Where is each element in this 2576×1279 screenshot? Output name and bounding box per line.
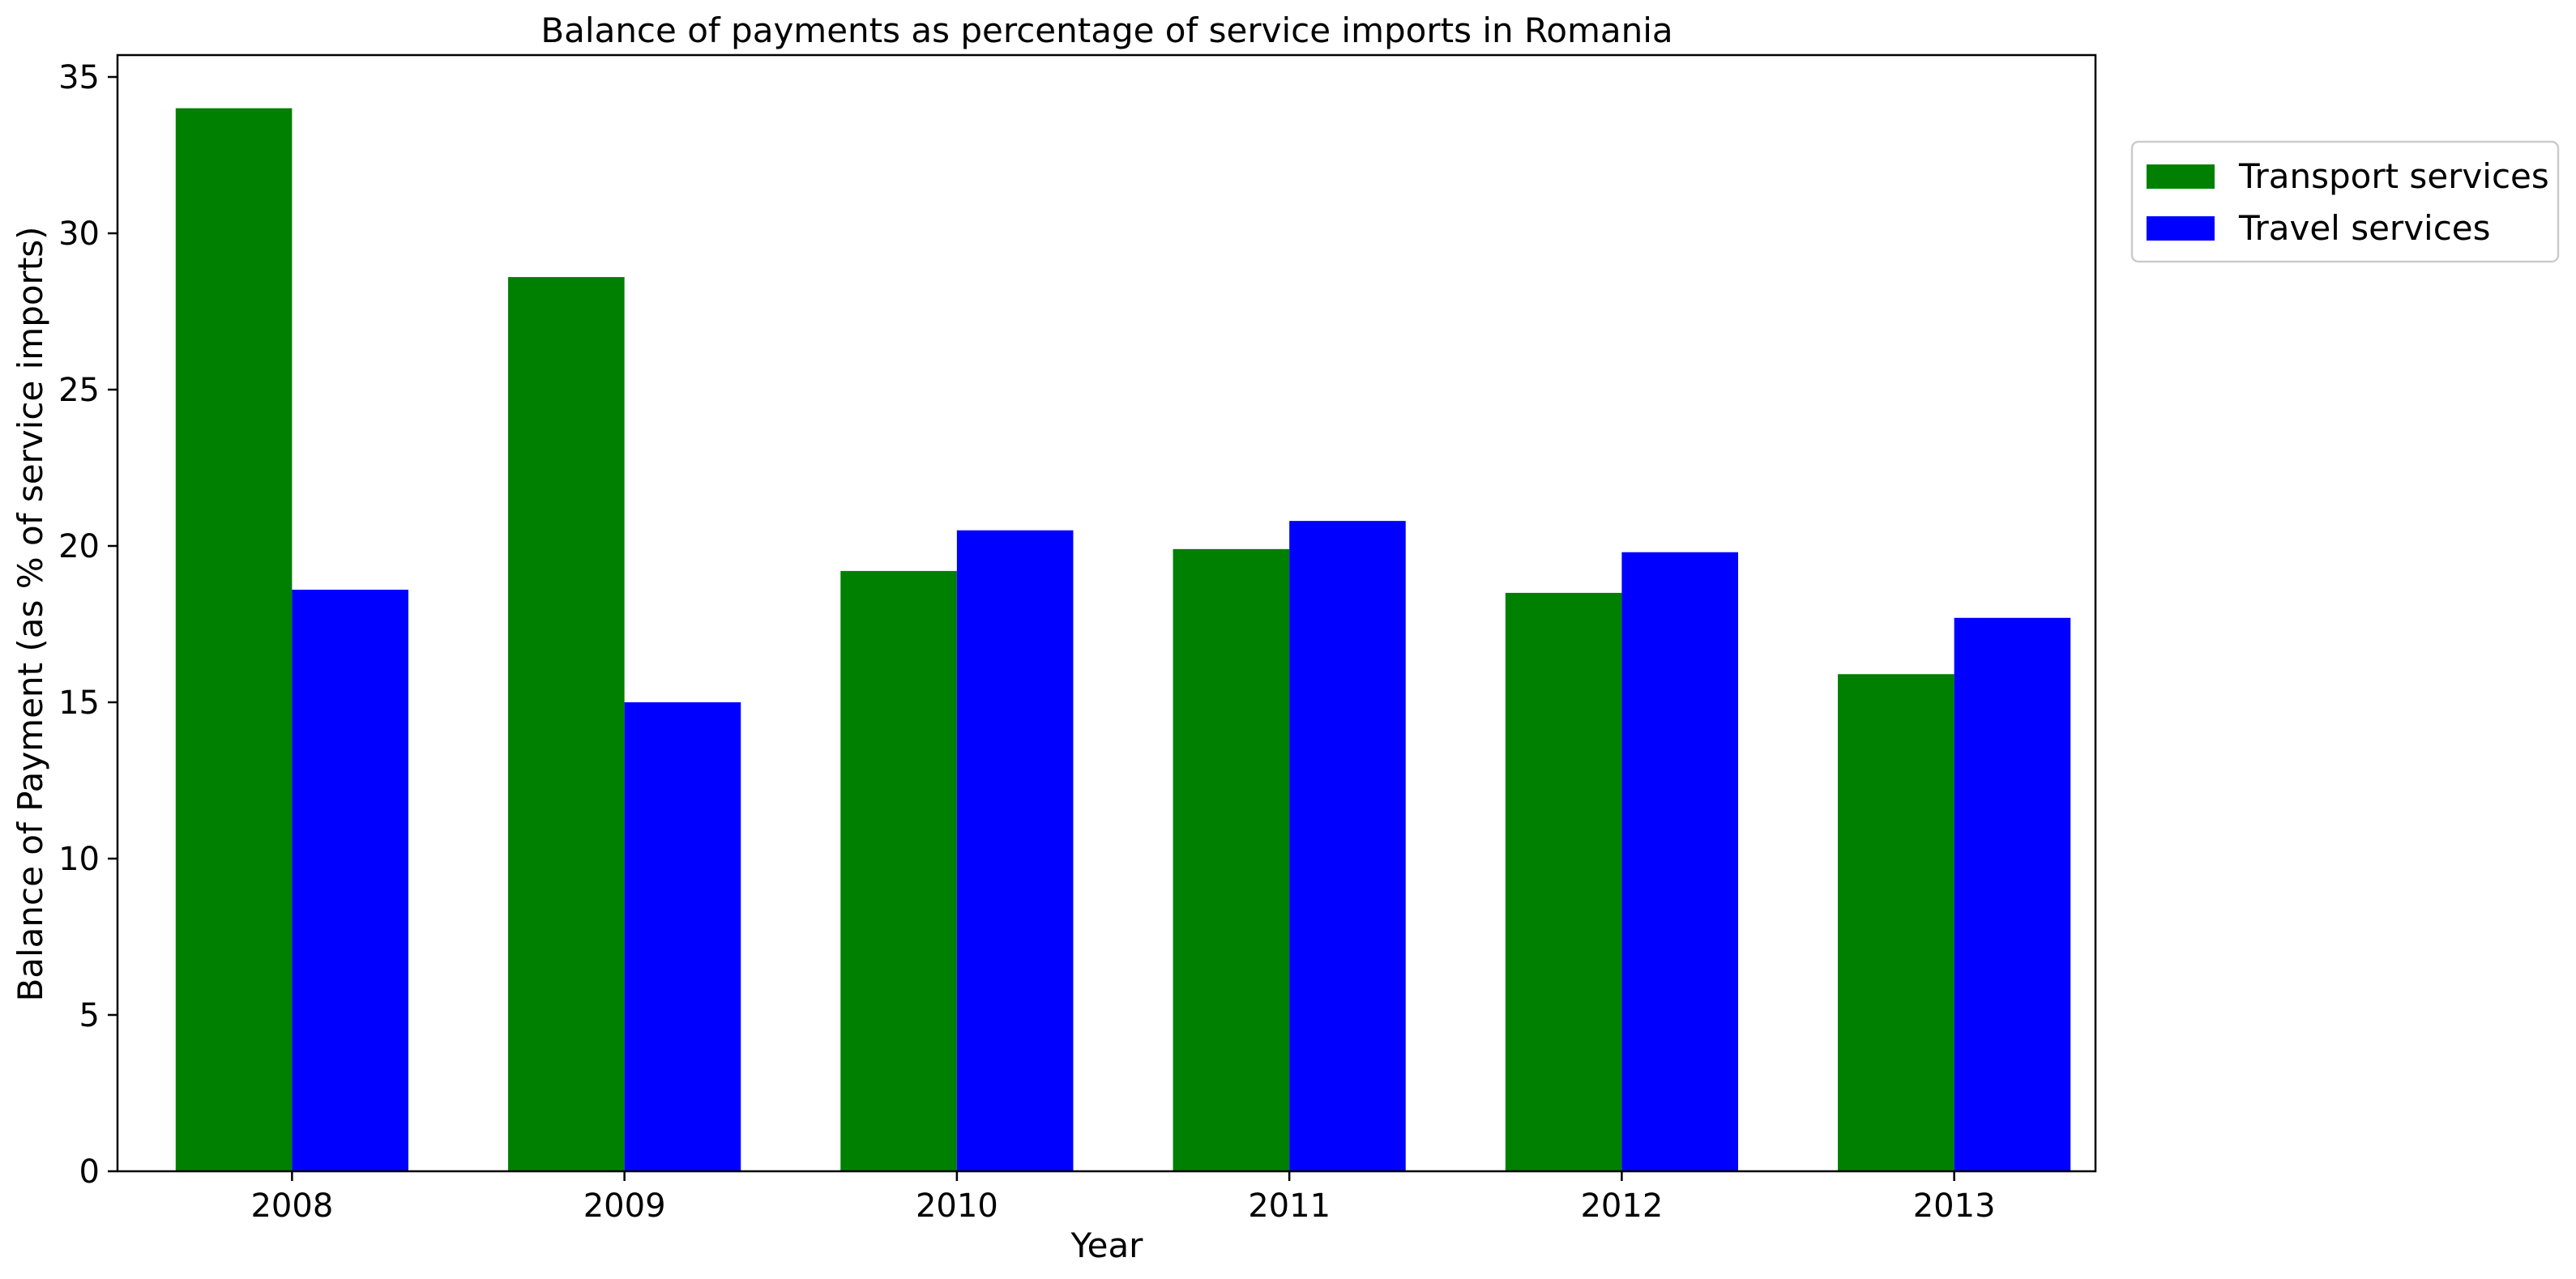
bars-group [175,108,2071,1172]
y-tick-label-5: 5 [79,997,100,1034]
bar-transport-2013 [1838,674,1954,1171]
y-tick-label-10: 10 [58,841,100,878]
y-tick-label-20: 20 [58,528,100,565]
bar-transport-2011 [1173,548,1290,1171]
plot-frame [116,53,2097,1173]
plot-area [116,53,2097,1173]
y-axis-label: Balance of Payment (as % of service impo… [11,226,50,1001]
legend-swatch-transport [2147,164,2215,189]
y-axis: 0 5 10 15 20 25 30 35 [58,59,117,1191]
bar-transport-2012 [1505,592,1622,1171]
x-tick-label-2012: 2012 [1580,1187,1663,1225]
legend-label-travel: Travel services [2238,208,2491,248]
bar-travel-2010 [956,530,1074,1171]
x-tick-label-2013: 2013 [1913,1187,1996,1225]
bar-travel-2013 [1954,617,2071,1171]
y-tick-label-0: 0 [79,1153,100,1191]
x-tick-label-2010: 2010 [916,1187,998,1225]
x-axis-label: Year [1070,1226,1144,1265]
x-tick-label-2011: 2011 [1248,1187,1331,1225]
legend: Transport services Travel services [2130,140,2560,263]
y-tick-label-35: 35 [58,59,100,96]
bar-transport-2009 [508,277,625,1171]
bar-travel-2011 [1289,521,1406,1171]
y-tick-label-25: 25 [58,372,100,409]
bar-travel-2012 [1621,552,1738,1171]
chart-title: Balance of payments as percentage of ser… [540,11,1672,50]
bar-transport-2008 [175,108,293,1172]
legend-swatch-travel [2147,216,2215,241]
legend-label-transport: Transport services [2238,156,2549,196]
bar-travel-2009 [624,702,741,1171]
x-tick-label-2008: 2008 [250,1187,333,1225]
legend-box [2130,140,2560,263]
x-tick-label-2009: 2009 [583,1187,666,1225]
bar-travel-2008 [292,590,408,1171]
y-tick-label-30: 30 [58,215,100,253]
bar-transport-2010 [840,570,957,1171]
x-axis: 2008 2009 2010 2011 2012 2013 [250,1171,1996,1225]
y-tick-label-15: 15 [58,684,100,722]
